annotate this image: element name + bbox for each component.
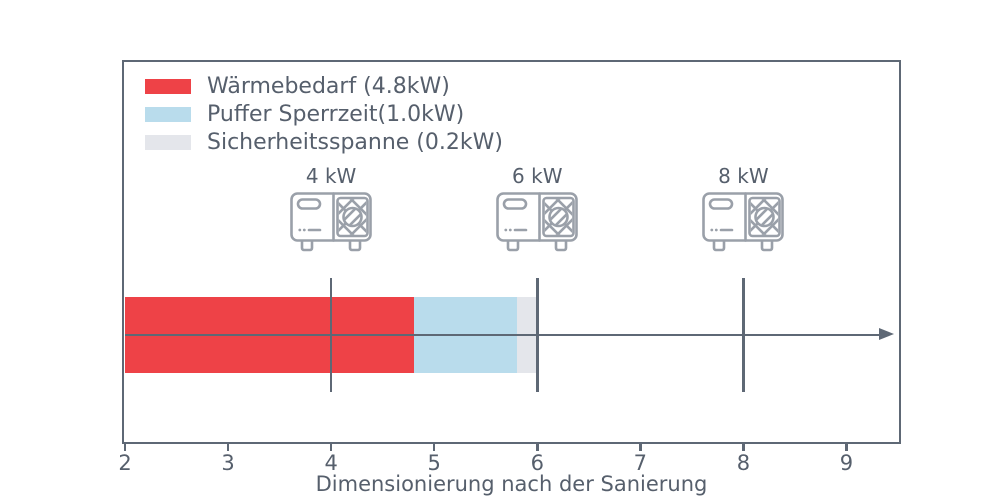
heat-pump-marker-4kw: 4 kW: [276, 165, 386, 255]
x-tick-label: 3: [221, 451, 235, 475]
x-tick: [329, 444, 333, 451]
x-axis-line: [125, 333, 882, 337]
heat-pump-icon: [290, 192, 372, 252]
heat-pump-icon: [496, 192, 579, 252]
x-tick: [536, 444, 539, 451]
legend-swatch-waermebedarf: [145, 78, 191, 94]
legend-label: Sicherheitsspanne (0.2kW): [207, 129, 503, 155]
heat-pump-size-label: 8 kW: [718, 164, 769, 188]
x-axis-arrowhead-icon: [879, 328, 894, 341]
legend-item-puffer-sperrzeit: Puffer Sperrzeit(1.0kW): [145, 101, 503, 127]
heat-pump-marker-8kw: 8 kW: [688, 165, 798, 255]
x-tick: [226, 444, 230, 451]
x-tick: [742, 444, 745, 451]
legend-swatch-puffer-sperrzeit: [145, 106, 191, 122]
x-axis-label: Dimensionierung nach der Sanierung: [315, 472, 708, 496]
legend: Wärmebedarf (4.8kW) Puffer Sperrzeit(1.0…: [145, 73, 503, 159]
heat-pump-size-label: 4 kW: [305, 164, 357, 188]
legend-item-waermebedarf: Wärmebedarf (4.8kW): [145, 73, 503, 99]
heat-pump-size-label: 6 kW: [512, 164, 563, 188]
legend-label: Wärmebedarf (4.8kW): [207, 73, 450, 99]
plot-frame: [122, 60, 901, 444]
x-tick-label: 7: [633, 451, 648, 475]
x-tick: [432, 444, 436, 451]
x-tick-label: 2: [118, 451, 132, 475]
legend-item-sicherheitsspanne: Sicherheitsspanne (0.2kW): [145, 129, 503, 155]
x-tick: [845, 444, 848, 451]
x-tick-label: 6: [530, 451, 544, 475]
legend-swatch-sicherheitsspanne: [145, 134, 191, 150]
x-tick-label: 5: [427, 451, 441, 475]
x-tick-label: 4: [324, 451, 338, 475]
heat-pump-icon: [702, 192, 785, 252]
heat-pump-marker-6kw: 6 kW: [482, 165, 592, 255]
x-tick-label: 9: [839, 451, 854, 475]
legend-label: Puffer Sperrzeit(1.0kW): [207, 101, 465, 127]
x-tick: [123, 444, 127, 451]
x-tick-label: 8: [736, 451, 751, 475]
x-tick: [639, 444, 642, 451]
